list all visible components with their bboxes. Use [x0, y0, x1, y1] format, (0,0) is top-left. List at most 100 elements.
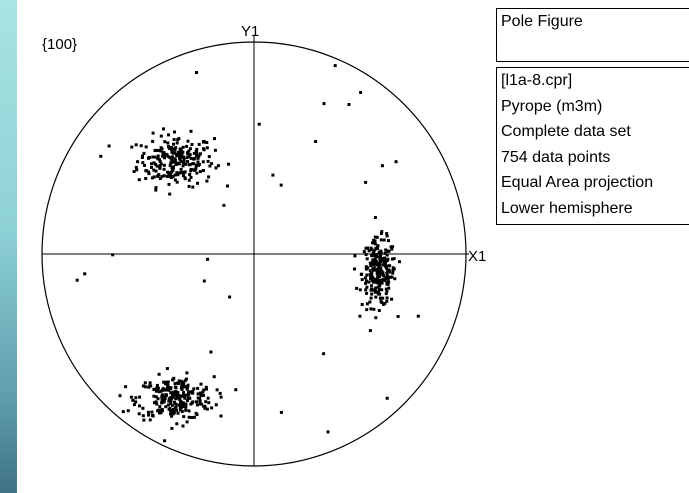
data-point [376, 290, 380, 294]
data-point [178, 154, 182, 158]
data-point [173, 151, 177, 155]
data-point [180, 384, 184, 388]
data-point [141, 154, 144, 158]
data-point [374, 267, 378, 271]
data-point [192, 387, 196, 391]
data-point [189, 402, 193, 406]
data-point [390, 247, 394, 251]
data-point [385, 250, 389, 253]
data-point [384, 287, 388, 291]
data-point [195, 71, 198, 74]
data-point [371, 277, 375, 281]
data-point [154, 395, 158, 399]
data-point [185, 371, 189, 375]
data-point [390, 297, 394, 301]
data-point [179, 379, 183, 383]
data-point [196, 396, 200, 400]
data-point [173, 382, 177, 386]
data-point [163, 388, 167, 392]
data-point [196, 181, 199, 185]
data-point [151, 139, 155, 143]
data-point [381, 271, 385, 275]
data-point [358, 288, 362, 292]
data-point [147, 413, 151, 417]
data-point [208, 164, 212, 168]
data-point [195, 400, 198, 404]
data-point [177, 162, 181, 166]
data-point [171, 395, 174, 399]
data-point [371, 288, 375, 292]
data-point [365, 285, 369, 289]
data-point [156, 157, 160, 161]
data-point [279, 410, 283, 414]
data-point [185, 420, 189, 424]
info-line-point-count: 754 data points [501, 148, 611, 166]
data-points [75, 64, 420, 443]
data-point [163, 140, 167, 144]
data-point [204, 400, 208, 404]
data-point [146, 410, 150, 414]
data-point [175, 171, 179, 175]
data-point [207, 155, 211, 159]
data-point [181, 164, 185, 168]
data-point [178, 148, 182, 152]
data-point [364, 288, 368, 292]
data-point [180, 409, 184, 413]
data-point [379, 232, 383, 235]
data-point [373, 248, 377, 252]
data-point [198, 152, 202, 156]
data-point [380, 257, 384, 261]
data-point [193, 156, 197, 160]
data-point [182, 405, 186, 409]
data-point [148, 418, 152, 422]
data-point [365, 291, 369, 295]
data-point [189, 129, 193, 133]
data-point [374, 246, 378, 250]
data-point [322, 102, 326, 106]
pole-figure-plot: {100} Y1 X1 [41, 23, 486, 467]
data-point [151, 176, 154, 180]
data-point [138, 395, 142, 399]
data-point [385, 259, 389, 262]
data-point [169, 412, 172, 416]
data-point [347, 103, 351, 106]
data-point [164, 380, 167, 384]
data-point [379, 266, 383, 270]
data-point [360, 303, 364, 306]
data-point [219, 414, 223, 418]
data-point [150, 410, 154, 414]
data-point [362, 250, 366, 254]
data-point [159, 134, 163, 138]
data-point [171, 378, 175, 382]
data-point [376, 274, 380, 278]
data-point [134, 396, 138, 400]
data-point [353, 267, 356, 271]
data-point [202, 279, 206, 283]
data-point [162, 380, 166, 384]
data-point [145, 169, 149, 173]
data-point [365, 308, 369, 312]
data-point [227, 162, 230, 166]
data-point [358, 314, 362, 318]
data-point [234, 388, 238, 392]
data-point [164, 382, 168, 386]
data-point [137, 412, 141, 416]
data-point [205, 387, 208, 391]
y-axis-label: Y1 [241, 23, 259, 40]
data-point [322, 352, 326, 356]
data-point [176, 411, 180, 415]
data-point [372, 280, 375, 284]
data-point [201, 160, 205, 164]
data-point [152, 175, 156, 179]
data-point [373, 216, 377, 219]
data-point [382, 238, 386, 242]
data-point [182, 382, 186, 386]
data-point [183, 396, 187, 400]
data-point [369, 277, 372, 281]
pole-figure-window: {100} Y1 X1 Pole Figure [l1a-8.cpr] Pyro… [17, 0, 689, 493]
data-point [195, 403, 199, 407]
data-point [161, 154, 165, 158]
data-point [135, 168, 139, 172]
data-point [165, 388, 169, 392]
data-point [326, 430, 330, 434]
